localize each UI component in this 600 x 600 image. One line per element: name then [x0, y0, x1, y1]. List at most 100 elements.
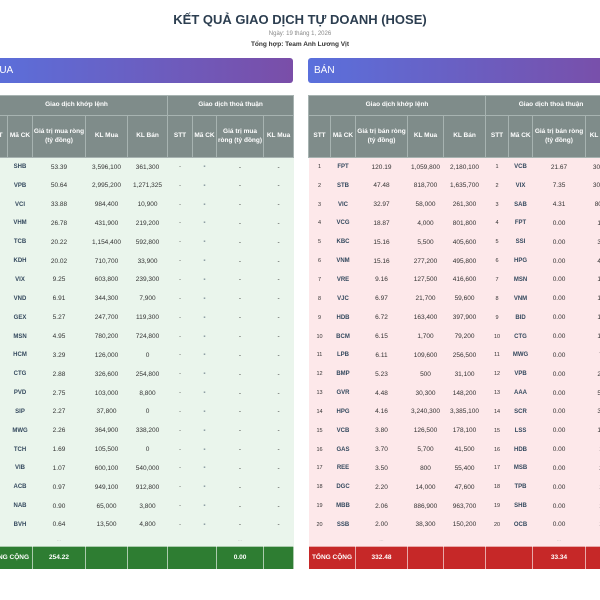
table-cell: MSN: [513, 276, 528, 283]
table-cell: BVH: [13, 521, 27, 528]
table-cell: 1,635,700: [450, 182, 479, 190]
table-cell: SSI: [515, 239, 526, 246]
group-header-match: Giao dịch khớp lệnh: [0, 95, 169, 116]
table-cell: 47.48: [373, 182, 390, 190]
table-row: 12 BMP 5.23 500 31,100 12 VPB 0.00 20: [308, 364, 600, 384]
table-cell: 0.00: [552, 370, 566, 378]
table-cell: 1: [0, 158, 8, 177]
table-cell: 818,700: [413, 182, 438, 190]
table-cell: 17: [0, 459, 8, 478]
table-cell: VNM: [513, 295, 528, 302]
table-cell: -: [238, 408, 242, 416]
table-cell: -: [277, 389, 280, 397]
table-cell: 592,800: [135, 238, 160, 246]
table-cell: 18: [316, 484, 323, 491]
table-row: 9 HDB 6.72 163,400 397,900 9 BID 0.00 16: [308, 308, 600, 328]
table-cell: 103,000: [94, 389, 119, 397]
table-cell: 2.00: [375, 521, 388, 529]
table-cell: 801,800: [452, 219, 477, 227]
table-cell: 178,100: [452, 427, 477, 435]
table-cell: -: [203, 503, 206, 510]
column-header: Giá trị bán ròng (tỷ đồng): [532, 115, 587, 158]
table-cell: -: [203, 276, 206, 283]
table-cell: 4,800: [139, 521, 156, 529]
table-cell: 247,700: [94, 314, 119, 322]
table-row: 9 GEX 5.27 247,700 119,300 - - - -: [0, 308, 294, 328]
table-cell: 15: [493, 427, 501, 434]
table-cell: 0.00: [552, 408, 566, 416]
table-cell: -: [277, 238, 280, 246]
table-cell: 0.00: [552, 333, 566, 341]
table-row: 18 DGC 2.20 14,000 47,600 18 TPB 0.00 1: [308, 477, 600, 497]
table-cell: 21,700: [415, 295, 436, 303]
table-cell: 4: [317, 220, 322, 227]
table-cell: 0.64: [52, 521, 66, 529]
table-cell: HCM: [13, 352, 27, 359]
table-cell: KDH: [13, 258, 27, 265]
table-cell: SIP: [15, 408, 25, 415]
table-cell: 4.48: [375, 389, 388, 397]
table-cell: 431,900: [94, 219, 119, 227]
table-cell: VJC: [337, 295, 349, 302]
table-cell: -: [277, 408, 280, 416]
table-cell: -: [277, 163, 280, 171]
table-cell: 17: [316, 465, 323, 472]
table-row: 3 VIC 32.97 58,000 261,300 3 SAB 4.31 80,0: [308, 195, 600, 215]
table-cell: 3,385,100: [450, 408, 479, 416]
table-cell: 16: [597, 314, 600, 322]
table-cell: 6: [495, 258, 499, 265]
table-cell: 15: [0, 421, 8, 440]
table-cell: 30,300: [415, 389, 436, 397]
table-cell: 5.23: [375, 370, 388, 378]
table-cell: 10: [0, 327, 8, 346]
table-cell: 0.00: [552, 295, 566, 303]
table-cell: 300,0: [592, 163, 600, 171]
table-cell: DGC: [336, 484, 350, 491]
table-row: 18 ACB 0.97 949,100 912,800 - - - -: [0, 477, 294, 497]
table-cell: -: [277, 333, 280, 341]
column-header: STT: [485, 115, 510, 158]
table-cell: 3: [495, 201, 499, 208]
table-cell: -: [203, 295, 206, 302]
table-cell: 6.11: [375, 351, 388, 359]
column-header: Giá trị mua ròng (tỷ đồng): [32, 115, 86, 158]
table-cell: 9.16: [375, 276, 388, 284]
table-cell: 963,700: [452, 502, 477, 510]
table-cell: 0.00: [552, 276, 566, 284]
table-row: 17 REE 3.50 800 55,400 17 MSB 0.00 2: [308, 459, 600, 478]
table-cell: 780,200: [94, 333, 119, 341]
table-cell: -: [238, 351, 242, 359]
table-cell: 0.00: [552, 257, 566, 265]
table-cell: -: [203, 408, 206, 415]
column-header: KL Mua: [407, 115, 444, 158]
table-cell: VND: [13, 295, 27, 302]
table-cell: -: [179, 258, 181, 265]
table-cell: 12: [597, 427, 600, 435]
table-cell: 18.87: [373, 219, 390, 227]
table-cell: 3: [317, 201, 322, 208]
table-cell: 5,700: [417, 446, 434, 454]
table-cell: -: [203, 352, 206, 359]
table-cell: 984,400: [94, 201, 119, 209]
table-cell: SHB: [13, 164, 27, 171]
table-row: 8 VND 6.91 344,300 7,900 - - - -: [0, 289, 294, 309]
table-cell: 16: [0, 440, 8, 459]
table-cell: -: [179, 446, 181, 453]
table-cell: 7,900: [139, 295, 156, 303]
table-cell: -: [179, 220, 181, 227]
table-cell: 8: [317, 295, 322, 302]
table-cell: -: [203, 164, 206, 171]
table-cell: MSB: [513, 465, 528, 472]
table-cell: 50.64: [50, 182, 68, 190]
table-cell: 18: [493, 484, 501, 491]
table-cell: -: [203, 239, 206, 246]
table-cell: 300,0: [592, 182, 600, 190]
column-header: KL Mua: [263, 115, 295, 158]
table-cell: 3.70: [375, 446, 388, 454]
table-cell: 3.80: [375, 427, 388, 435]
table-cell: 2.27: [52, 408, 66, 416]
table-cell: 724,800: [135, 333, 160, 341]
table-cell: -: [179, 484, 181, 491]
table-cell: 9.25: [52, 276, 66, 284]
